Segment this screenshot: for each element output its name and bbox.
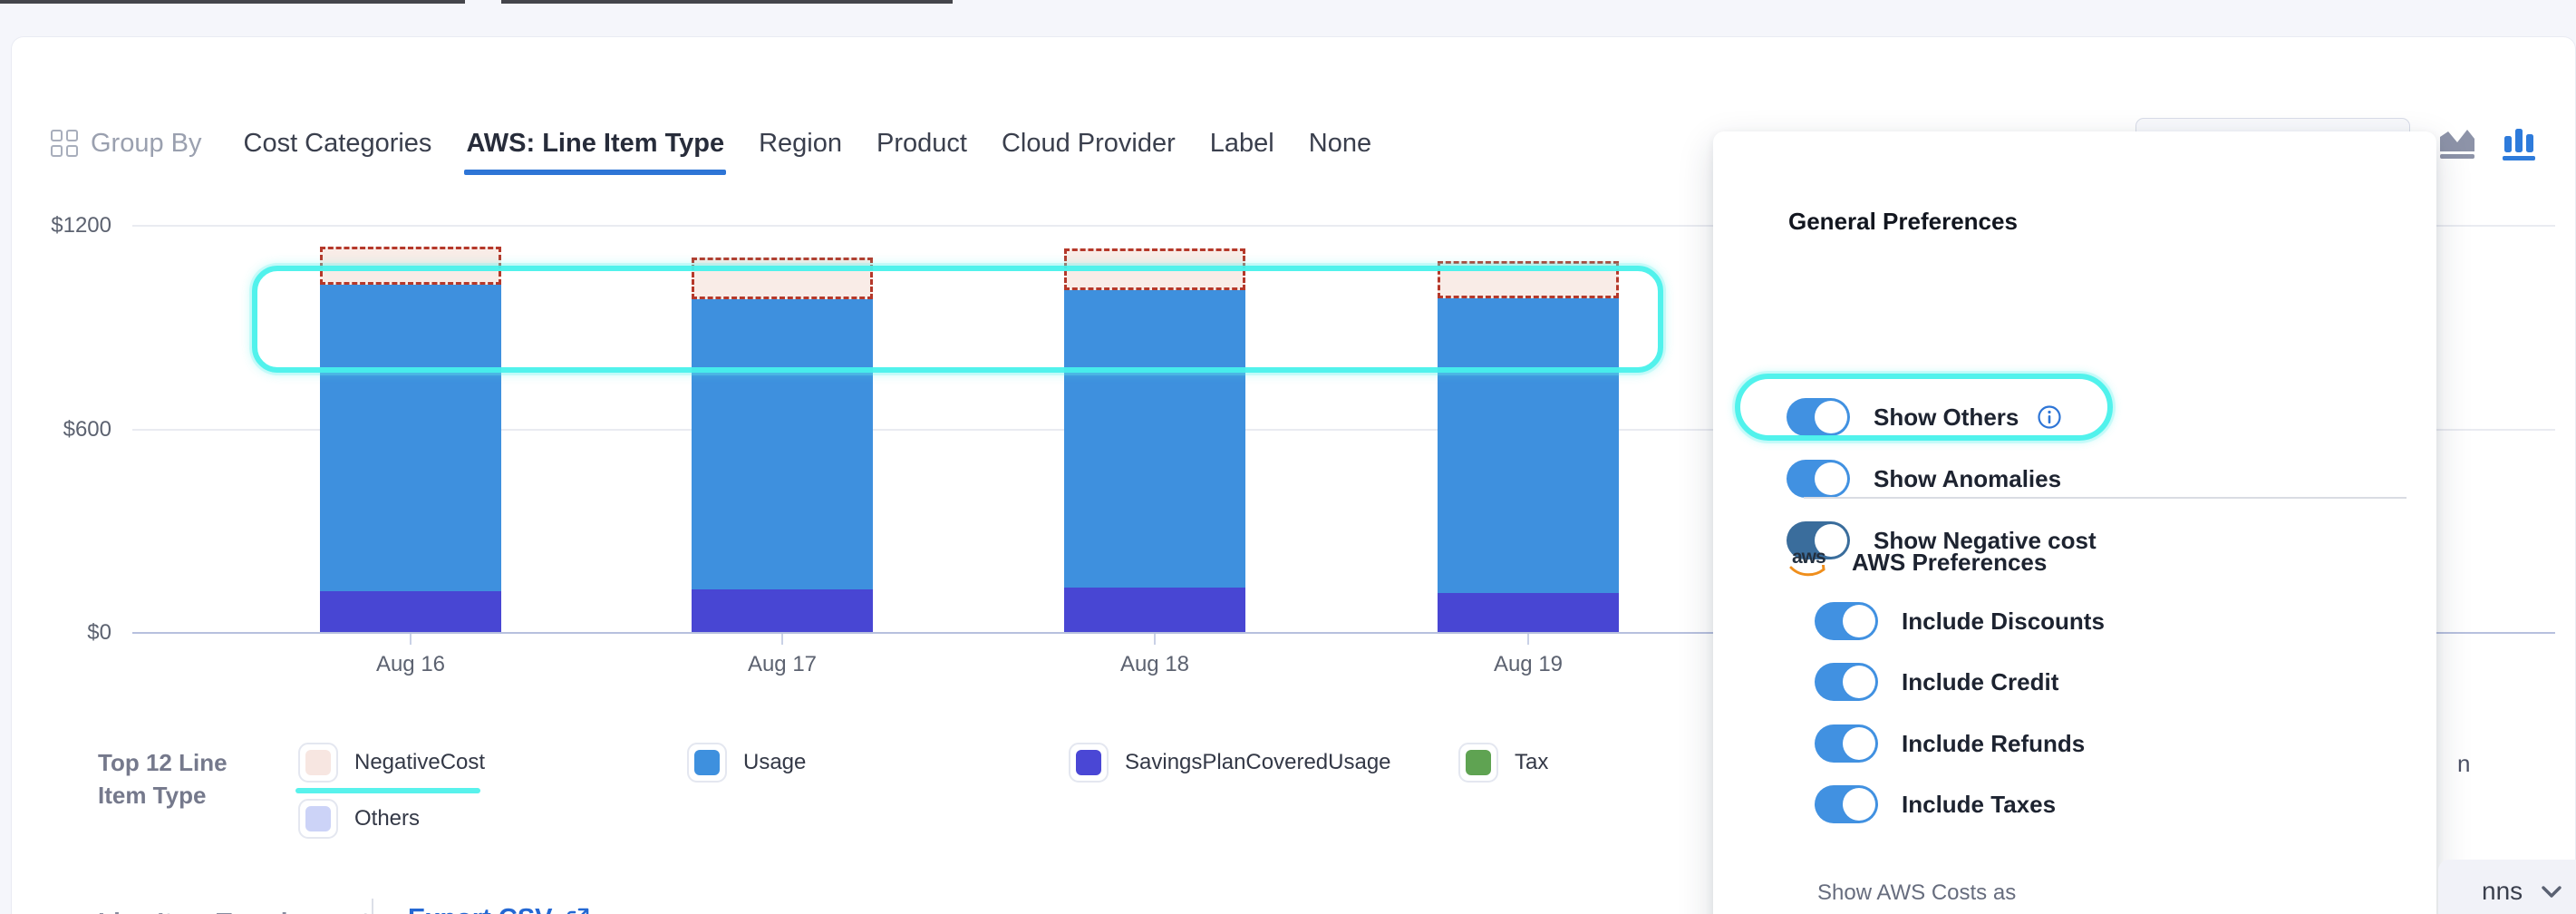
legend-item-tax[interactable]: Tax bbox=[1458, 743, 1548, 783]
external-link-icon bbox=[567, 908, 588, 914]
columns-dropdown-button[interactable]: nns bbox=[2438, 860, 2576, 914]
legend-swatch-negativecost bbox=[298, 743, 338, 783]
export-csv-link[interactable]: Export CSV bbox=[408, 904, 591, 914]
legend-item-negativecost[interactable]: NegativeCost bbox=[298, 743, 485, 783]
y-axis-label: $1200 bbox=[51, 213, 111, 238]
bar-aug-19-negativecost-segment bbox=[1438, 261, 1619, 299]
show-others-toggle[interactable] bbox=[1787, 398, 1850, 436]
tab-aws-line-item-type[interactable]: AWS: Line Item Type bbox=[464, 128, 726, 175]
tab-region[interactable]: Region bbox=[759, 128, 843, 158]
show-negative-cost-row: Show Negative cost bbox=[1787, 520, 2097, 561]
x-axis-label: Aug 17 bbox=[747, 652, 818, 676]
legend-title: Top 12 Line Item Type bbox=[98, 749, 228, 809]
bar-aug-16-usage-segment bbox=[320, 285, 501, 592]
legend-item-savingsplancoveredusage[interactable]: SavingsPlanCoveredUsage bbox=[1069, 743, 1391, 783]
chevron-down-icon bbox=[2542, 885, 2561, 898]
grid-icon bbox=[51, 130, 78, 157]
legend-item-usage[interactable]: Usage bbox=[687, 743, 806, 783]
include-credit-toggle[interactable] bbox=[1815, 663, 1878, 701]
section-title: Line Item Type by cost bbox=[98, 908, 370, 914]
include-discounts-row: Include Discounts bbox=[1815, 600, 2105, 642]
aws-preferences-header: aws AWS Preferences bbox=[1788, 541, 2047, 583]
x-axis-label: Aug 16 bbox=[375, 652, 446, 676]
legend-swatch-tax bbox=[1458, 743, 1498, 783]
bar-aug-19-savingsplancoveredusage-segment bbox=[1438, 592, 1619, 632]
browser-tab-edge-right bbox=[501, 0, 953, 4]
aws-preferences-title: AWS Preferences bbox=[1852, 548, 2048, 576]
show-negative-cost-toggle[interactable] bbox=[1787, 521, 1850, 559]
preferences-panel: General Preferences Show Others Show Ano… bbox=[1713, 131, 2436, 914]
bar-aug-18-usage-segment bbox=[1064, 290, 1245, 588]
footer-divider bbox=[372, 899, 373, 914]
tab-cloud-provider[interactable]: Cloud Provider bbox=[1001, 128, 1176, 158]
bar-aug-16-negativecost-segment bbox=[320, 247, 501, 286]
tab-none[interactable]: None bbox=[1308, 128, 1372, 158]
bar-aug-18-savingsplancoveredusage-segment bbox=[1064, 587, 1245, 632]
x-tick-mark bbox=[410, 634, 412, 645]
include-taxes-toggle[interactable] bbox=[1815, 785, 1878, 823]
legend-highlight-underline bbox=[295, 788, 480, 793]
tab-cost-categories[interactable]: Cost Categories bbox=[243, 128, 432, 158]
x-tick-mark bbox=[781, 634, 783, 645]
legend-swatch-usage bbox=[687, 743, 727, 783]
bar-aug-19-usage-segment bbox=[1438, 298, 1619, 593]
legend-swatch-others bbox=[298, 799, 338, 839]
group-by-label: Group By bbox=[91, 128, 202, 158]
area-chart-icon[interactable] bbox=[2437, 126, 2477, 160]
chart-type-switcher bbox=[2437, 125, 2537, 161]
x-tick-mark bbox=[1527, 634, 1529, 645]
include-refunds-toggle[interactable] bbox=[1815, 724, 1878, 763]
bar-chart-icon[interactable] bbox=[2501, 125, 2537, 161]
show-aws-costs-as-label: Show AWS Costs as bbox=[1817, 880, 2017, 905]
gridline-0 bbox=[132, 632, 2555, 634]
group-by-tabs: Cost Categories AWS: Line Item Type Regi… bbox=[243, 128, 1372, 175]
stacked-bar-chart: $0 $600 $1200 Aug 16 Aug 17 Aug 18 Aug 19 bbox=[12, 37, 2575, 914]
include-credit-row: Include Credit bbox=[1815, 661, 2058, 703]
bar-aug-18-negativecost-segment bbox=[1064, 248, 1245, 291]
include-discounts-toggle[interactable] bbox=[1815, 602, 1878, 640]
browser-tab-edge-left bbox=[0, 0, 465, 4]
tab-product[interactable]: Product bbox=[876, 128, 967, 158]
bar-aug-17-usage-segment bbox=[692, 298, 873, 589]
bar-aug-17-negativecost-segment bbox=[692, 257, 873, 299]
gridline-1200 bbox=[132, 225, 2555, 227]
show-anomalies-toggle[interactable] bbox=[1787, 460, 1850, 498]
x-axis-label: Aug 19 bbox=[1493, 652, 1564, 676]
aws-logo-icon: aws bbox=[1788, 547, 1828, 578]
group-by-label-group: Group By bbox=[51, 129, 202, 159]
gridline-600 bbox=[132, 428, 2555, 431]
info-icon[interactable] bbox=[2037, 404, 2062, 430]
x-tick-mark bbox=[1154, 634, 1156, 645]
bar-aug-17-savingsplancoveredusage-segment bbox=[692, 588, 873, 632]
tab-label[interactable]: Label bbox=[1209, 128, 1274, 158]
legend-item-partially-hidden: n bbox=[2457, 750, 2471, 777]
y-axis-label: $0 bbox=[87, 620, 111, 645]
include-refunds-row: Include Refunds bbox=[1815, 723, 2085, 764]
panel-divider bbox=[1804, 497, 2407, 499]
bar-aug-16-savingsplancoveredusage-segment bbox=[320, 591, 501, 632]
x-axis-label: Aug 18 bbox=[1119, 652, 1190, 676]
legend-item-others[interactable]: Others bbox=[298, 799, 420, 839]
legend-swatch-savingsplancoveredusage bbox=[1069, 743, 1109, 783]
show-others-row: Show Others bbox=[1787, 396, 2062, 438]
general-preferences-title: General Preferences bbox=[1788, 208, 2018, 235]
y-axis-label: $600 bbox=[63, 416, 111, 442]
include-taxes-row: Include Taxes bbox=[1815, 783, 2056, 825]
show-anomalies-row: Show Anomalies bbox=[1787, 458, 2061, 500]
